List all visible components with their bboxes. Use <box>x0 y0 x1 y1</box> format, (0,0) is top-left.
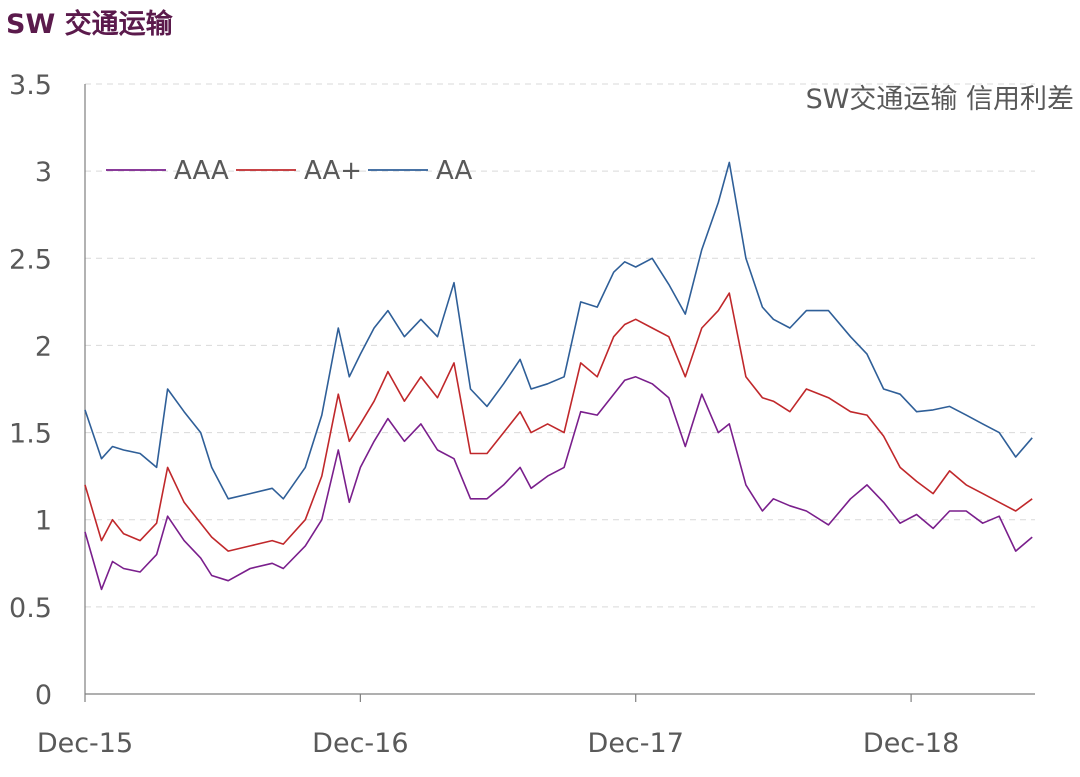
series-lines <box>84 161 1033 591</box>
legend-label: AA+ <box>304 156 362 186</box>
legend: AAA AA+ AA <box>106 156 473 186</box>
series-line-aa <box>84 161 1033 500</box>
y-tick-label: 1 <box>35 506 52 537</box>
chart-title: SW交通运输 信用利差 <box>806 84 1074 115</box>
legend-label: AA <box>436 156 473 186</box>
legend-label: AAA <box>174 156 229 186</box>
y-tick-label: 2.5 <box>9 244 52 275</box>
y-tick-label: 2 <box>35 331 52 362</box>
x-tick-label: Dec-16 <box>312 728 408 759</box>
page-title: SW 交通运输 <box>6 9 173 40</box>
x-tick-label: Dec-15 <box>37 728 133 759</box>
series-line-aaa <box>84 375 1033 591</box>
axes <box>84 84 1035 695</box>
x-axis-ticks: Dec-15 Dec-16 Dec-17 Dec-18 <box>37 694 959 759</box>
y-axis-ticks: 0 0.5 1 1.5 2 2.5 3 3.5 <box>9 70 52 711</box>
grid-lines <box>85 83 1035 608</box>
x-tick-label: Dec-18 <box>863 728 959 759</box>
x-tick-label: Dec-17 <box>588 728 684 759</box>
y-tick-label: 3 <box>35 157 52 188</box>
y-tick-label: 3.5 <box>9 70 52 101</box>
series-line-aa-plus <box>84 292 1033 552</box>
y-tick-label: 1.5 <box>9 419 52 450</box>
y-tick-label: 0 <box>35 680 52 711</box>
y-tick-label: 0.5 <box>9 593 52 624</box>
